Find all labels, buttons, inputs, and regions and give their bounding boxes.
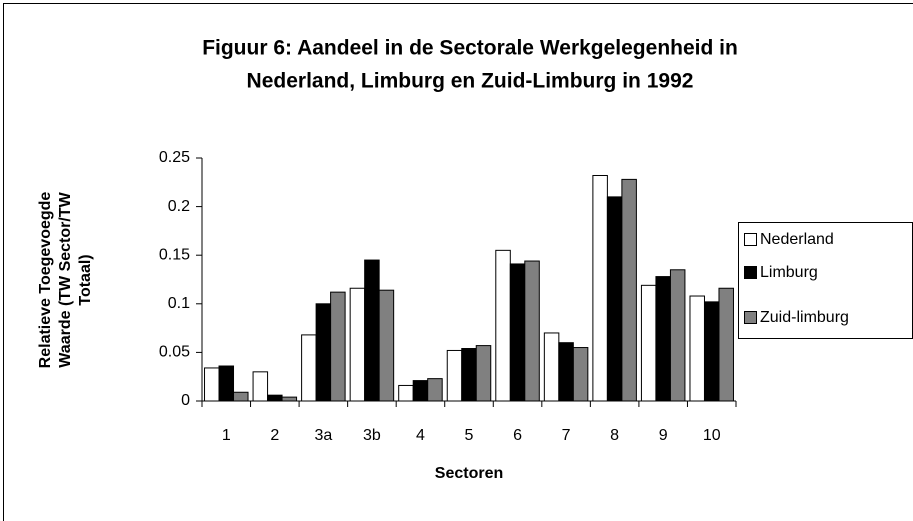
bar bbox=[301, 334, 317, 402]
bar bbox=[689, 295, 705, 402]
chart-title: Nederland, Limburg en Zuid-Limburg in 19… bbox=[247, 70, 694, 93]
bar bbox=[524, 260, 540, 402]
y-axis-title-line: Relatieve Toegevoegde bbox=[37, 192, 54, 369]
x-tick-label: 7 bbox=[562, 427, 571, 444]
chart-title: Figuur 6: Aandeel in de Sectorale Werkge… bbox=[202, 37, 738, 60]
x-tick-label: 1 bbox=[222, 427, 231, 444]
chart-frame bbox=[3, 3, 913, 521]
x-tick-label: 9 bbox=[659, 427, 668, 444]
x-tick-label: 10 bbox=[703, 427, 721, 444]
bar bbox=[364, 259, 380, 402]
bar bbox=[267, 394, 283, 402]
y-tick-label: 0.1 bbox=[168, 295, 190, 312]
x-tick-label: 2 bbox=[270, 427, 279, 444]
x-tick-label: 5 bbox=[465, 427, 474, 444]
bar bbox=[330, 291, 346, 402]
y-tick-label: 0.2 bbox=[168, 198, 190, 215]
y-tick-label: 0.05 bbox=[159, 344, 190, 361]
x-tick-label: 8 bbox=[610, 427, 619, 444]
x-tick-label: 4 bbox=[416, 427, 425, 444]
bar bbox=[349, 287, 366, 402]
y-axis-title-line: Totaal) bbox=[77, 254, 94, 305]
legend-swatch bbox=[744, 233, 757, 246]
x-axis-title: Sectoren bbox=[435, 465, 503, 482]
bar bbox=[252, 371, 269, 402]
legend-swatch bbox=[744, 311, 757, 324]
x-tick-label: 3a bbox=[314, 427, 332, 444]
x-tick-label: 6 bbox=[513, 427, 522, 444]
bar bbox=[378, 289, 395, 402]
y-axis-title-line: Waarde (TW Sector/TW bbox=[57, 191, 74, 367]
bar bbox=[233, 391, 249, 402]
legend-label: Nederland bbox=[760, 231, 834, 248]
y-axis-title: Relatieve Toegevoegde Waarde (TW Sector/… bbox=[37, 191, 94, 368]
y-tick-label: 0.25 bbox=[159, 149, 190, 166]
bar bbox=[640, 284, 657, 402]
bar bbox=[703, 301, 720, 402]
bar bbox=[461, 348, 477, 402]
y-tick-label: 0 bbox=[181, 392, 190, 409]
bar bbox=[718, 287, 734, 402]
bar bbox=[592, 174, 608, 402]
bar bbox=[621, 178, 637, 402]
bar bbox=[509, 263, 526, 402]
bar bbox=[572, 347, 589, 402]
bar bbox=[558, 342, 574, 402]
legend-box bbox=[738, 222, 913, 339]
bar bbox=[446, 349, 463, 402]
bar bbox=[398, 384, 414, 402]
legend-label: Zuid-limburg bbox=[760, 309, 849, 326]
bar bbox=[475, 345, 492, 402]
bar bbox=[218, 365, 235, 402]
x-tick-label: 3b bbox=[363, 427, 381, 444]
bar bbox=[669, 269, 686, 402]
y-tick-label: 0.15 bbox=[159, 246, 190, 263]
legend-label: Limburg bbox=[760, 264, 818, 281]
bar bbox=[655, 276, 671, 402]
bar bbox=[412, 380, 429, 402]
bar bbox=[606, 196, 623, 402]
bar bbox=[281, 396, 298, 402]
bar bbox=[315, 303, 332, 402]
bar bbox=[495, 249, 511, 402]
bar bbox=[543, 332, 560, 402]
bar bbox=[204, 367, 220, 402]
legend-swatch bbox=[744, 266, 757, 279]
bar bbox=[427, 378, 443, 402]
